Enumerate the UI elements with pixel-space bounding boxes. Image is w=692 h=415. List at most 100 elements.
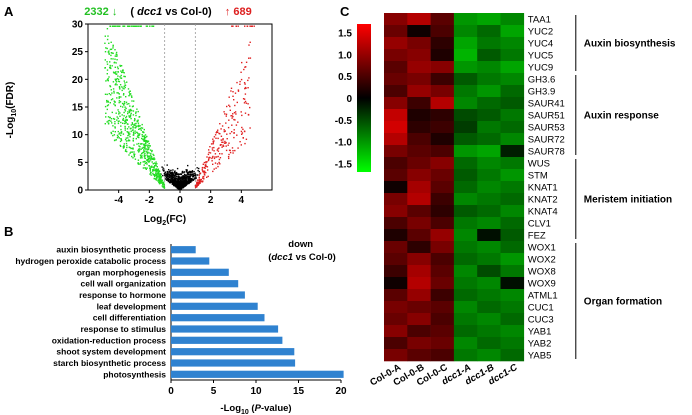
volcano-point [176,179,179,181]
heatmap-cell [500,109,525,122]
volcano-point [136,136,139,138]
bar-legend-line2: (dcc1 vs Col-0) [268,252,336,263]
volcano-point [128,25,131,27]
volcano-point [132,131,135,133]
y-tick-label: 30 [72,20,84,31]
volcano-point [218,158,221,161]
volcano-point [182,182,184,184]
volcano-point [196,185,198,188]
heatmap-cell [384,313,408,326]
bar-category-label: auxin biosynthetic process [56,245,166,255]
volcano-point [216,130,218,133]
volcano-point [125,149,127,151]
volcano-point [189,181,191,183]
volcano-point [183,184,185,186]
volcano-point [197,169,199,172]
volcano-point [117,75,119,77]
volcano-point [155,176,158,178]
volcano-point [229,132,231,135]
volcano-point [214,156,216,158]
heatmap-row-label: STM [528,170,548,181]
volcano-point [185,169,187,171]
volcano-point [138,142,140,145]
volcano-point [125,107,127,110]
heatmap-cell [430,25,455,38]
heatmap-row-label: YUC4 [528,38,553,49]
bar [171,257,210,265]
volcano-point [123,115,125,117]
volcano-point [109,85,112,88]
volcano-point [146,140,148,142]
volcano-point [123,143,125,145]
volcano-point [223,111,225,113]
volcano-point [245,61,248,63]
volcano-point [112,81,115,83]
volcano-point [140,143,142,145]
volcano-point [184,179,186,181]
volcano-point [114,58,116,60]
volcano-point [118,113,120,115]
volcano-point [229,105,231,108]
volcano-point [123,111,125,114]
volcano-point [132,148,134,150]
volcano-point [114,131,116,133]
heatmap-cell [384,109,408,122]
volcano-point [121,114,123,116]
volcano-point [171,178,173,181]
volcano-point [106,47,108,50]
volcano-point [174,185,176,187]
heatmap-cell [477,97,501,110]
volcano-point [177,183,179,185]
volcano-point [133,100,135,102]
volcano-point [190,173,192,175]
volcano-point [184,185,186,187]
volcano-point [153,167,155,169]
volcano-point [134,25,136,27]
bar [171,336,283,344]
volcano-point [166,174,169,177]
volcano-point [184,181,186,184]
volcano-point [237,147,239,149]
volcano-point [124,150,127,152]
volcano-point [144,150,146,152]
volcano-point [135,114,137,117]
volcano-point [194,178,196,180]
volcano-point [187,177,190,179]
heatmap-cell [477,229,501,242]
volcano-point [190,171,192,173]
volcano-point [189,171,191,173]
volcano-point [128,132,130,135]
volcano-point [153,162,156,164]
volcano-point [118,93,120,95]
volcano-point [249,127,251,129]
volcano-point [114,49,116,51]
volcano-point [144,167,146,169]
volcano-point [231,147,234,149]
volcano-point [128,111,130,114]
volcano-point [217,137,219,140]
volcano-point [237,25,239,27]
volcano-point [215,137,217,139]
volcano-point [117,130,119,133]
volcano-point [122,94,125,96]
volcano-point [216,163,219,165]
volcano-point [153,157,155,159]
volcano-point [123,146,125,148]
volcano-point [147,151,149,153]
volcano-point [151,161,153,163]
volcano-point [198,182,200,184]
volcano-point [114,126,116,128]
volcano-point [199,179,201,182]
volcano-point [112,130,114,132]
volcano-point [119,65,122,67]
volcano-point [239,80,241,83]
volcano-point [127,25,129,27]
y-tick-label: 15 [72,103,84,114]
volcano-point [139,25,142,27]
volcano-point [207,175,209,178]
volcano-point [214,162,217,164]
volcano-point [115,73,117,75]
volcano-point [128,95,130,97]
volcano-point [225,145,227,147]
